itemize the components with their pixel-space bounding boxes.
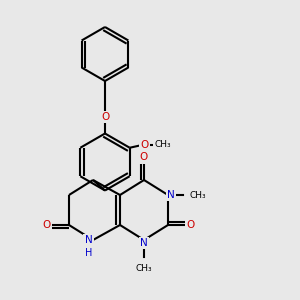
- Text: O: O: [186, 220, 195, 230]
- Text: O: O: [141, 140, 149, 150]
- Text: N: N: [85, 235, 92, 245]
- Text: O: O: [101, 112, 109, 122]
- Text: N: N: [167, 190, 175, 200]
- Text: CH₃: CH₃: [190, 190, 206, 200]
- Text: H: H: [85, 248, 92, 259]
- Text: CH₃: CH₃: [154, 140, 171, 149]
- Text: N: N: [140, 238, 148, 248]
- Text: O: O: [140, 152, 148, 163]
- Text: CH₃: CH₃: [136, 264, 152, 273]
- Text: O: O: [42, 220, 51, 230]
